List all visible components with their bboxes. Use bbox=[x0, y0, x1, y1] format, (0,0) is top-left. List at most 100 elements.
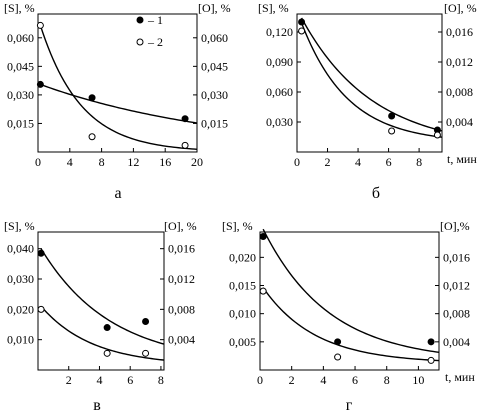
right-axis-label: [O],% bbox=[440, 219, 470, 233]
data-point-filled bbox=[142, 317, 150, 325]
right-tick-label: 0,012 bbox=[168, 272, 195, 286]
left-tick-label: 0,015 bbox=[7, 116, 34, 130]
x-tick-label: 4 bbox=[355, 155, 361, 169]
legend: – 1 – 2 bbox=[136, 13, 163, 49]
data-point-filled bbox=[427, 338, 435, 346]
data-point-open bbox=[298, 27, 306, 35]
x-tick-label: 2 bbox=[66, 373, 72, 387]
fit-curve-series-1 bbox=[40, 83, 198, 124]
x-tick-label: 8 bbox=[99, 155, 105, 169]
right-axis-label: [O], % bbox=[164, 219, 197, 233]
right-tick-label: 0,016 bbox=[446, 25, 473, 39]
data-point-open bbox=[103, 349, 111, 357]
data-point-open bbox=[36, 21, 44, 29]
plot-frame bbox=[37, 231, 165, 371]
left-tick-label: 0,015 bbox=[229, 279, 256, 293]
data-point-open bbox=[433, 131, 441, 139]
x-tick-label: 8 bbox=[384, 373, 390, 387]
data-point-filled bbox=[181, 115, 189, 123]
x-axis-label: t, мин bbox=[445, 370, 475, 384]
x-tick-label: 2 bbox=[325, 155, 331, 169]
x-tick-label: 0 bbox=[35, 155, 41, 169]
data-point-open bbox=[259, 287, 267, 295]
left-tick-label: 0,030 bbox=[266, 115, 293, 129]
data-point-open bbox=[88, 133, 96, 141]
legend-label: – 1 bbox=[147, 13, 163, 27]
fit-curve-series-2 bbox=[39, 25, 198, 150]
x-tick-label: 4 bbox=[67, 155, 73, 169]
data-point-open bbox=[37, 305, 45, 313]
right-axis-label: [O], % bbox=[444, 1, 477, 15]
legend-marker-filled bbox=[136, 16, 144, 24]
left-tick-label: 0,030 bbox=[7, 272, 34, 286]
data-point-open bbox=[181, 141, 189, 149]
x-tick-label: 12 bbox=[127, 155, 139, 169]
left-tick-label: 0,005 bbox=[229, 335, 256, 349]
legend-marker-open bbox=[136, 38, 144, 46]
right-tick-label: 0,008 bbox=[168, 302, 195, 316]
fit-curve-series-1 bbox=[262, 228, 440, 354]
data-point-filled bbox=[298, 18, 306, 26]
chart-panel-а: 0,015 0,030 0,045 0,060 0,015 0,030 0,045 0,060… bbox=[4, 1, 231, 202]
right-tick-label: 0,016 bbox=[443, 250, 470, 264]
left-tick-label: 0,020 bbox=[7, 302, 34, 316]
data-point-open bbox=[388, 127, 396, 135]
x-tick-label: 4 bbox=[320, 373, 326, 387]
left-tick-label: 0,090 bbox=[266, 55, 293, 69]
x-tick-label: 8 bbox=[416, 155, 422, 169]
panel-label: в bbox=[93, 397, 101, 414]
data-point-open bbox=[427, 356, 435, 364]
x-axis-label: t, мин bbox=[447, 152, 477, 166]
left-tick-label: 0,030 bbox=[7, 88, 34, 102]
left-tick-label: 0,045 bbox=[7, 59, 34, 73]
left-axis-label: [S], % bbox=[4, 1, 35, 15]
x-tick-label: 6 bbox=[352, 373, 358, 387]
fit-curve-series-1 bbox=[40, 248, 165, 345]
plot-frame bbox=[259, 231, 440, 371]
data-point-open bbox=[334, 353, 342, 361]
panel-label: г bbox=[346, 397, 353, 414]
plot-frame bbox=[296, 13, 443, 153]
x-tick-label: 6 bbox=[127, 373, 133, 387]
x-tick-label: 0 bbox=[294, 155, 300, 169]
x-tick-label: 8 bbox=[158, 373, 164, 387]
legend-label: – 2 bbox=[147, 35, 163, 49]
left-tick-label: 0,010 bbox=[7, 333, 34, 347]
left-tick-label: 0,010 bbox=[229, 307, 256, 321]
panel-label: а bbox=[114, 185, 121, 202]
right-tick-label: 0,008 bbox=[446, 85, 473, 99]
x-tick-label: 4 bbox=[96, 373, 102, 387]
data-point-filled bbox=[36, 80, 44, 88]
data-point-filled bbox=[88, 94, 96, 102]
right-axis-label: [O], % bbox=[198, 1, 231, 15]
data-point-open bbox=[142, 349, 150, 357]
left-tick-label: 0,040 bbox=[7, 242, 34, 256]
x-tick-label: 16 bbox=[159, 155, 171, 169]
right-tick-label: 0,045 bbox=[201, 59, 228, 73]
x-tick-label: 10 bbox=[412, 373, 424, 387]
left-axis-label: [S], % bbox=[222, 219, 253, 233]
fit-curve-series-1 bbox=[300, 17, 443, 132]
left-tick-label: 0,060 bbox=[7, 31, 34, 45]
left-axis-label: [S], % bbox=[258, 1, 289, 15]
x-tick-label: 6 bbox=[386, 155, 392, 169]
fit-curve-series-2 bbox=[300, 22, 443, 138]
chart-panel-б: 0,030 0,060 0,090 0,120 0,004 0,008 0,012 0,016… bbox=[258, 1, 477, 202]
right-tick-label: 0,012 bbox=[443, 279, 470, 293]
right-tick-label: 0,015 bbox=[201, 116, 228, 130]
data-point-filled bbox=[259, 233, 267, 241]
left-tick-label: 0,060 bbox=[266, 85, 293, 99]
panel-label: б bbox=[372, 185, 380, 202]
data-point-filled bbox=[103, 324, 111, 332]
x-tick-label: 20 bbox=[191, 155, 203, 169]
left-tick-label: 0,120 bbox=[266, 25, 293, 39]
fit-curve-series-2 bbox=[262, 287, 440, 362]
fit-curve-series-2 bbox=[40, 305, 165, 361]
right-tick-label: 0,008 bbox=[443, 307, 470, 321]
right-tick-label: 0,012 bbox=[446, 55, 473, 69]
chart-panel-г: 0,005 0,010 0,015 0,020 0,004 0,008 0,012 0,016… bbox=[222, 219, 475, 414]
plot-frame bbox=[37, 13, 198, 153]
right-tick-label: 0,016 bbox=[168, 242, 195, 256]
right-tick-label: 0,060 bbox=[201, 31, 228, 45]
